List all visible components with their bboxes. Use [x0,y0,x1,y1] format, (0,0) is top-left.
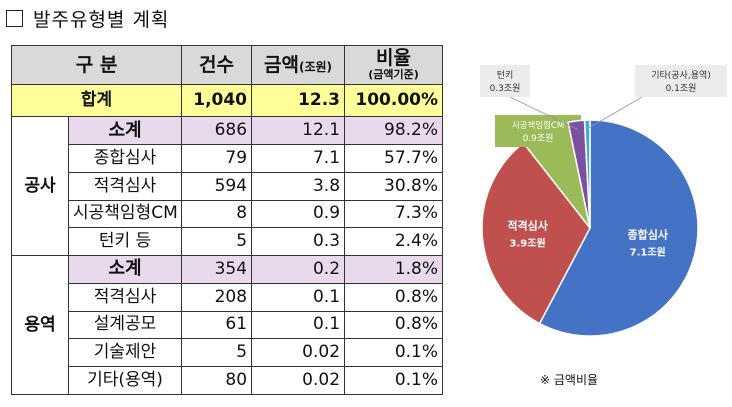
chart-caption: ※ 금액비율 [540,373,599,387]
pie-slice-1 [481,141,591,325]
row-amount: 0.9 [251,199,346,229]
slice-value-label: 0.1조원 [666,83,697,94]
page-title: 발주유형별 계획 [6,4,169,32]
table-row: 설계공모 61 0.1 0.8% [12,310,444,340]
row-name: 턴키 등 [67,227,183,257]
subtotal-count: 354 [181,255,253,284]
table-row: 종합심사 79 7.1 57.7% [12,143,444,173]
slice-name-label: 시공책임형CM [512,120,564,131]
slice-name-label: 턴키 [497,70,514,81]
subtotal-count: 686 [181,116,253,145]
total-label: 합계 [10,83,183,118]
total-row: 합계 1,040 12.3 100.00% [10,83,444,118]
row-ratio: 30.8% [344,171,444,201]
row-amount: 0.1 [251,310,346,340]
slice-name-label: 종합심사 [627,227,668,241]
title-text: 발주유형별 계획 [33,8,170,31]
table-header-row: 구 분 건수 금액(조원) 비율 (금액기준) [10,45,444,85]
plan-table: 구 분 건수 금액(조원) 비율 (금액기준) 합계 1,040 12.3 100… [10,45,444,395]
table-row: 시공책임형CM 8 0.9 7.3% [12,199,444,229]
row-amount: 7.1 [251,143,346,173]
subtotal-label: 소계 [67,255,183,284]
row-name: 기타(용역) [67,366,183,395]
row-amount: 0.02 [251,366,346,395]
row-count: 208 [181,282,253,312]
slice-name-label: 기타(공사,용역) [651,70,711,81]
row-count: 5 [181,338,253,368]
callout-box [635,65,727,97]
header-ratio: 비율 (금액기준) [344,45,444,85]
slice-name-label: 적격심사 [507,219,548,233]
checkbox-square-icon [6,9,23,27]
table-row: 턴키 등 5 0.3 2.4% [12,227,444,257]
row-name: 기술제안 [67,338,183,368]
header-category: 구 분 [10,45,183,85]
row-count: 61 [181,310,253,340]
row-name: 적격심사 [67,171,183,201]
row-count: 5 [181,227,253,257]
table-row: 기타(용역) 80 0.02 0.1% [12,366,444,395]
header-count: 건수 [181,45,253,85]
row-ratio: 0.8% [344,282,444,312]
construction-subtotal-row: 공사 소계 686 12.1 98.2% [11,116,444,257]
subtotal-ratio: 98.2% [344,116,444,145]
subtotal-label: 소계 [67,116,183,145]
header-ratio-sub: (금액기준) [368,68,419,82]
header-ratio-main: 비율 [376,47,411,70]
header-amount-main: 금액 [264,53,299,76]
row-amount: 3.8 [251,171,346,201]
subtotal-amount: 12.1 [251,116,346,145]
row-ratio: 0.1% [344,366,444,395]
pie-chart-svg: 종합심사 7.1조원 적격심사 3.9조원 시공책임형CM 0.9조원 턴키 0.3조원 기타(… [480,65,727,337]
slice-value-label: 7.1조원 [630,245,666,258]
slice-value-label: 3.9조원 [510,237,546,250]
total-amount: 12.3 [251,83,346,118]
total-count: 1,040 [181,83,253,118]
row-count: 79 [181,143,253,173]
row-name: 설계공모 [67,310,183,340]
slice-value-label: 0.9조원 [523,133,554,144]
row-name: 적격심사 [67,282,183,312]
slice-value-label: 0.3조원 [490,83,521,94]
row-amount: 0.1 [251,282,346,312]
subtotal-ratio: 1.8% [344,255,444,284]
header-amount: 금액(조원) [251,45,346,85]
row-amount: 0.3 [251,227,346,257]
row-ratio: 2.4% [344,227,444,257]
table-row: 적격심사 594 3.8 30.8% [12,171,444,201]
pie-slice-4 [583,119,591,229]
service-subtotal-row: 용역 소계 354 0.2 1.8% [11,255,444,395]
row-name: 종합심사 [67,143,183,173]
pie-slice-0 [538,119,699,337]
callout-box [480,65,530,97]
row-count: 8 [181,199,253,229]
header-amount-unit: (조원) [298,59,333,74]
row-ratio: 0.8% [344,310,444,340]
leader-line [509,96,578,130]
callout-box [495,115,581,147]
total-ratio: 100.00% [344,83,444,118]
row-count: 594 [181,171,253,201]
row-amount: 0.02 [251,338,346,368]
row-count: 80 [181,366,253,395]
row-ratio: 7.3% [344,199,444,229]
pie-chart: 종합심사 7.1조원 적격심사 3.9조원 시공책임형CM 0.9조원 턴키 0.3조원 기타(… [450,45,728,397]
subtotal-amount: 0.2 [251,255,346,284]
leader-line [587,96,643,130]
row-ratio: 57.7% [344,143,444,173]
category-construction: 공사 [11,116,69,257]
category-service: 용역 [11,255,69,395]
table-row: 기술제안 5 0.02 0.1% [12,338,444,368]
table-row: 적격심사 208 0.1 0.8% [12,282,444,312]
row-ratio: 0.1% [344,338,444,368]
row-name: 시공책임형CM [67,199,183,229]
